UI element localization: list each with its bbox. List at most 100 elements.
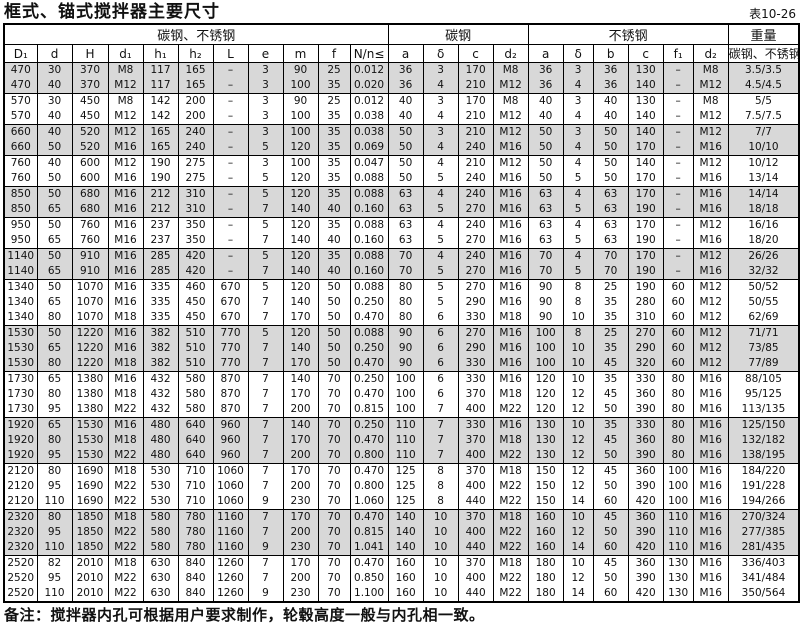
table-cell: 432 [142, 371, 179, 387]
table-cell: M16 [692, 571, 729, 586]
table-cell: – [212, 264, 249, 280]
table-cell: M16 [107, 295, 144, 310]
table-cell: 40 [36, 124, 73, 140]
table-cell: 0.815 [349, 525, 389, 540]
table-cell: 1260 [212, 555, 249, 571]
table-cell: 0.470 [349, 555, 389, 571]
table-cell: 90 [282, 62, 319, 78]
table-cell: 35 [317, 78, 351, 94]
table-cell: 170 [282, 356, 319, 372]
table-cell: 335 [142, 310, 179, 326]
table-cell: 63 [387, 233, 424, 249]
column-header-cell: d₂ [492, 44, 529, 63]
table-cell: 230 [282, 540, 319, 556]
table-cell: M12 [492, 109, 529, 125]
table-cell: 285 [142, 264, 179, 280]
table-cell: 50 [527, 155, 564, 171]
table-cell: 138/195 [727, 448, 800, 464]
row-group: 950 50 760 M16 237 350–5 120 35 0.088 63 4 240 M16 63… [3, 217, 800, 249]
table-cell: – [662, 155, 694, 171]
table-cell: M16 [107, 341, 144, 356]
table-cell: M16 [692, 171, 729, 187]
table-cell: 1260 [212, 586, 249, 602]
table-cell: M22 [492, 525, 529, 540]
table-cell: 275 [177, 171, 214, 187]
table-cell: 12 [562, 402, 594, 418]
table-cell: 40 [36, 78, 73, 94]
row-group: 570 30 450 M8 142 200–3 90 25 0.012 40 3 170 M8 40 3 40… [3, 93, 800, 125]
column-header-cell: d₁ [107, 44, 144, 63]
table-cell: 285 [142, 248, 179, 264]
table-cell: M18 [492, 310, 529, 326]
row-group: 850 50 680 M16 212 310–5 120 35 0.088 63 4 240 M16 63… [3, 186, 800, 218]
table-cell: 140 [627, 78, 664, 94]
table-row: 2520 110 2010 M22 630 840 1260 9 230 70 1.100 160 10… [3, 586, 800, 602]
table-cell: M22 [492, 494, 529, 510]
table-cell: 850 [3, 186, 38, 202]
table-row: 2320 80 1850 M18 580 780 1160 7 170 70 0.470 140 10 3… [3, 509, 800, 525]
table-row: 1920 95 1530 M22 480 640 960 7 200 70 0.800 110 7 400… [3, 448, 800, 464]
table-cell: 130 [662, 571, 694, 586]
table-cell: 95 [36, 402, 73, 418]
table-cell: M16 [492, 202, 529, 218]
table-cell: 0.850 [349, 571, 389, 586]
table-cell: 275 [177, 155, 214, 171]
table-cell: 335 [142, 295, 179, 310]
table-row: 2120 110 1690 M22 530 710 1060 9 230 70 1.060 125 8 4… [3, 494, 800, 510]
table-cell: 9 [247, 540, 284, 556]
table-cell: 2010 [71, 555, 109, 571]
column-header-cell: a [527, 44, 564, 63]
table-cell: 680 [71, 186, 109, 202]
table-cell: 50 [592, 525, 629, 540]
table-cell: 40 [527, 109, 564, 125]
table-cell: 600 [71, 171, 109, 187]
table-cell: 4 [562, 155, 594, 171]
table-row: 1140 50 910 M16 285 420–5 120 35 0.088 70 4 240 M16 7… [3, 248, 800, 264]
table-cell: 50 [36, 217, 73, 233]
table-cell: M22 [107, 525, 144, 540]
column-header-cell: d₂ [692, 44, 729, 63]
table-cell: 0.250 [349, 371, 389, 387]
table-cell: 140 [627, 155, 664, 171]
table-cell: 580 [177, 387, 214, 402]
table-cell: 5 [247, 248, 284, 264]
table-cell: 130 [527, 417, 564, 433]
table-cell: 3.5/3.5 [727, 62, 800, 78]
table-cell: – [662, 171, 694, 187]
table-cell: 2320 [3, 525, 38, 540]
table-cell: 330 [457, 356, 494, 372]
table-cell: 390 [627, 448, 664, 464]
table-cell: 40 [317, 202, 351, 218]
table-cell: 70 [527, 248, 564, 264]
table-cell: – [212, 109, 249, 125]
group-header-cell: 碳钢、不锈钢 [3, 24, 389, 45]
table-cell: 4 [422, 217, 459, 233]
table-cell: 132/182 [727, 433, 800, 448]
table-cell: 5 [562, 264, 594, 280]
table-cell: 40 [387, 93, 424, 109]
table-row: 2320 95 1850 M22 580 780 1160 7 200 70 0.815 140 10 4… [3, 525, 800, 540]
table-cell: 630 [142, 571, 179, 586]
table-cell: 0.800 [349, 448, 389, 464]
table-cell: 1920 [3, 417, 38, 433]
table-cell: M16 [492, 264, 529, 280]
table-cell: 140 [387, 509, 424, 525]
table-cell: 10 [562, 417, 594, 433]
table-cell: 680 [71, 202, 109, 218]
table-cell: 3 [247, 155, 284, 171]
table-cell: 35 [592, 310, 629, 326]
table-cell: 0.250 [349, 295, 389, 310]
table-cell: 120 [282, 325, 319, 341]
table-cell: 95 [36, 525, 73, 540]
row-group: 2320 80 1850 M18 580 780 1160 7 170 70 0.470 140 10 3… [3, 509, 800, 556]
table-row: 2520 95 2010 M22 630 840 1260 7 200 70 0.850 160 10 4… [3, 571, 800, 586]
table-cell: 270 [457, 233, 494, 249]
table-cell: 2120 [3, 494, 38, 510]
table-cell: 80 [662, 417, 694, 433]
table-cell: M16 [692, 494, 729, 510]
table-cell: 80 [387, 279, 424, 295]
table-cell: 1530 [71, 433, 109, 448]
table-cell: 210 [457, 124, 494, 140]
table-cell: M16 [492, 279, 529, 295]
